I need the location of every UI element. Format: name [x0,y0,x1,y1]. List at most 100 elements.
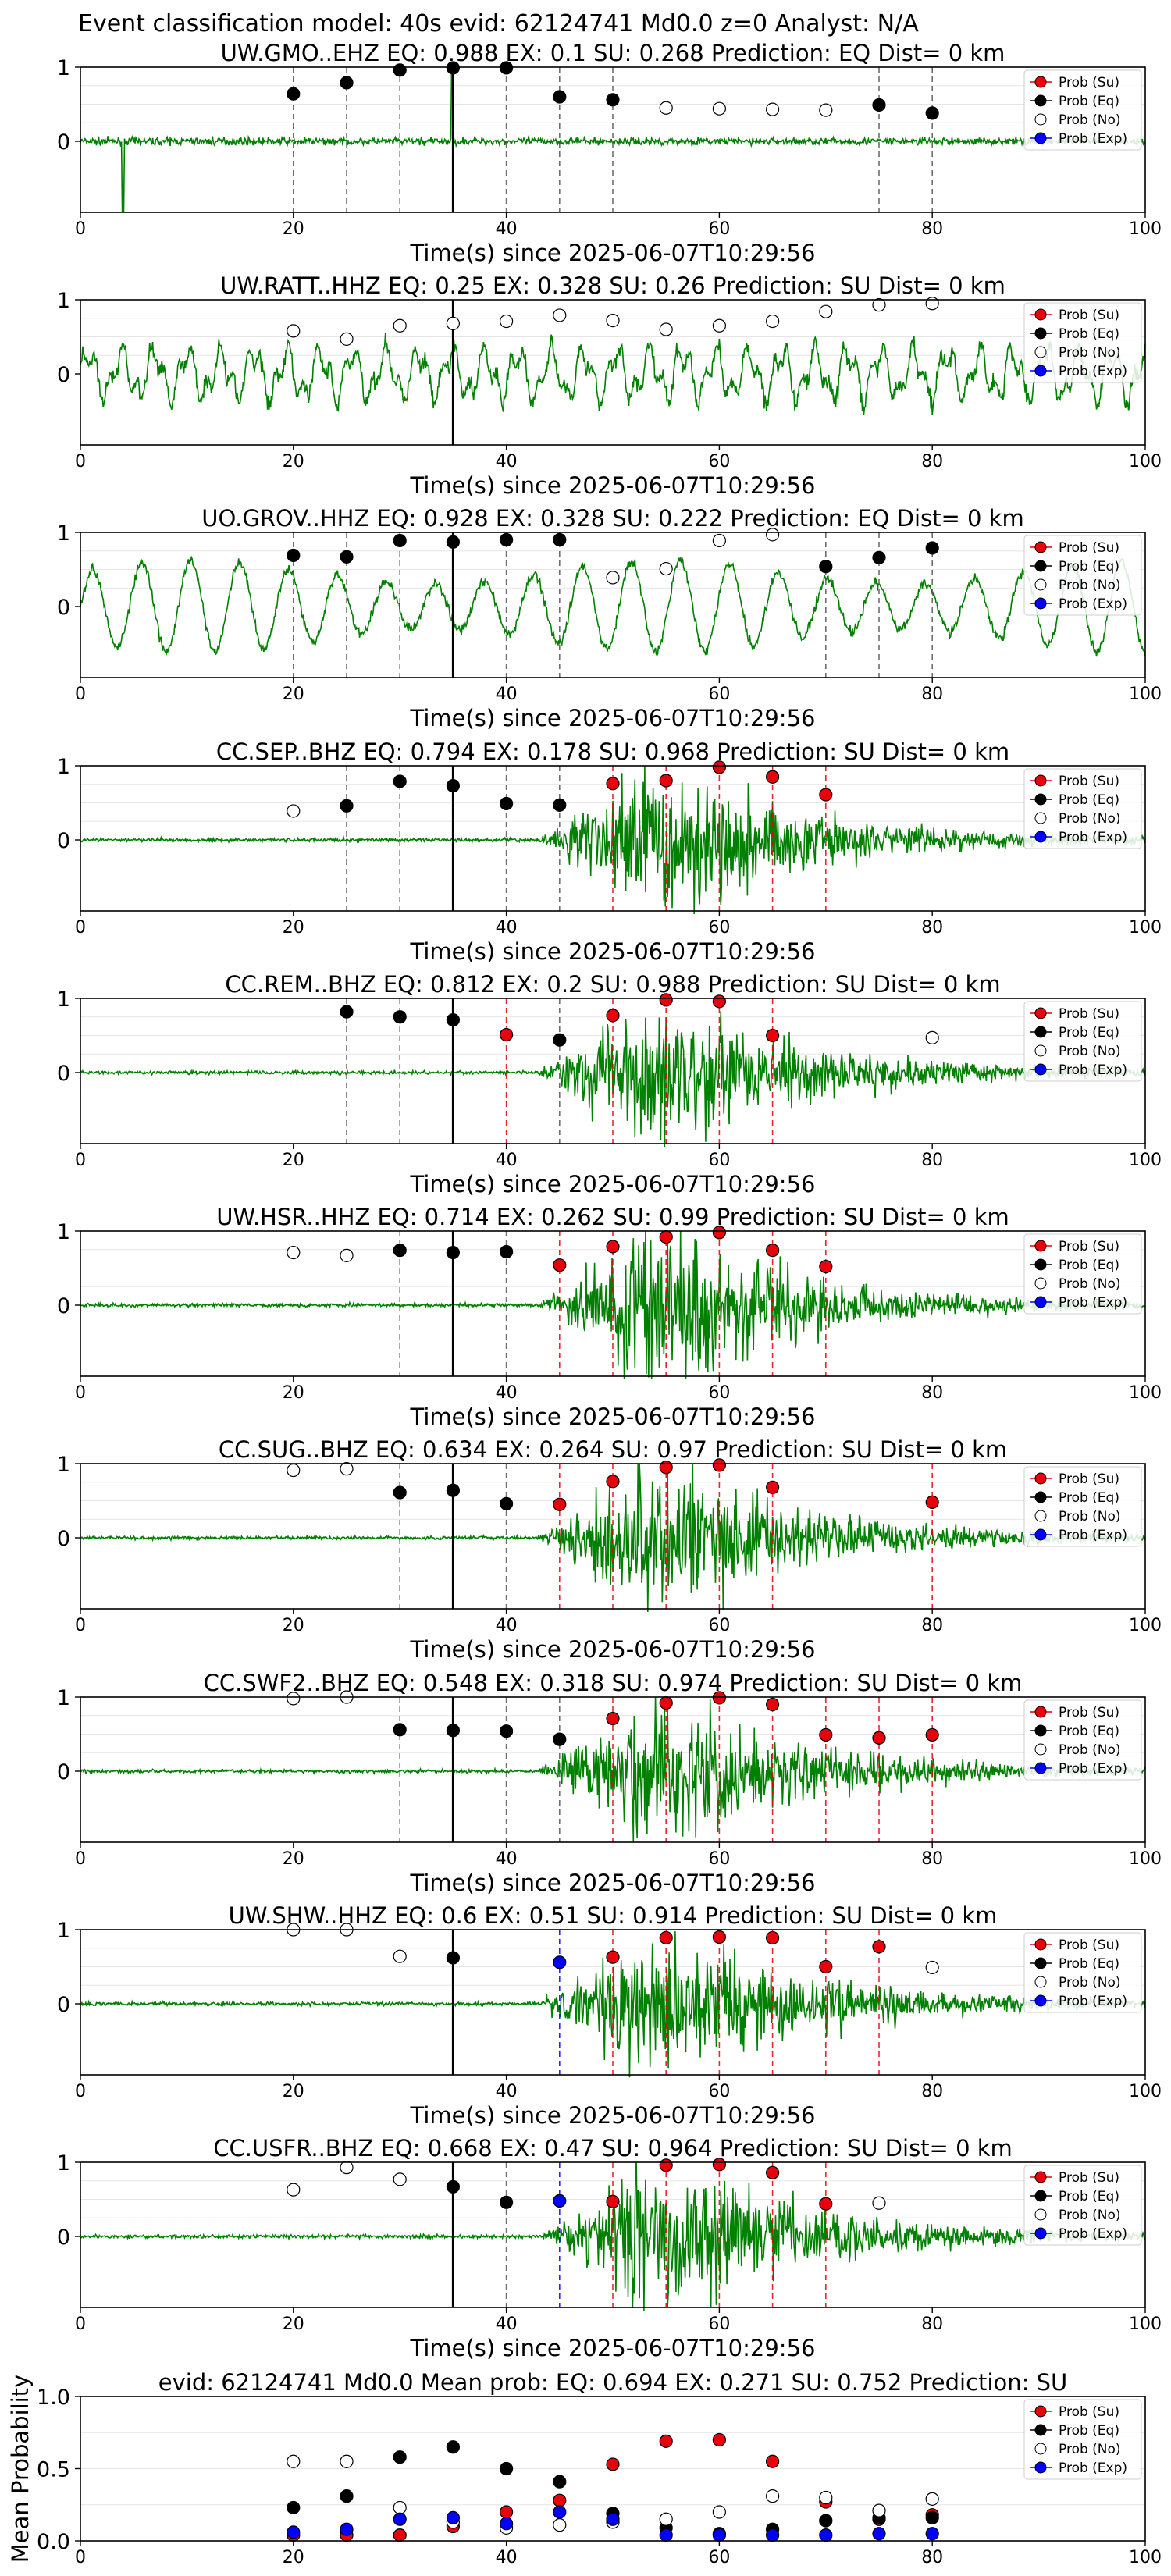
x-tick-label: 0 [75,1849,86,1869]
legend-box [1023,768,1142,849]
mean-point-exp [340,2522,354,2536]
legend-marker-no [1034,1510,1047,1522]
legend-box [1023,2165,1142,2246]
panel-title: UO.GROV..HHZ EQ: 0.928 EX: 0.328 SU: 0.2… [201,505,1023,532]
axes-frame [80,1463,1146,1610]
prob-point-su [659,2158,673,2172]
x-tick-label: 100 [1129,1151,1162,1170]
x-tick-label: 60 [708,1849,730,1869]
prob-point-su [765,1244,780,1258]
axes-frame [80,998,1146,1144]
mean-point-su [606,2457,620,2471]
prob-point-no [925,1960,939,1975]
mean-point-eq [446,2440,461,2454]
prob-point-eq [287,548,301,563]
x-axis-label: Time(s) since 2025-06-07T10:29:56 [410,2102,816,2129]
prob-point-su [659,1696,673,1710]
legend-label-eq: Prob (Eq) [1059,2189,1119,2204]
x-tick-label: 20 [283,1849,304,1869]
prob-point-eq [446,1724,461,1738]
panel-title: CC.SUG..BHZ EQ: 0.634 EX: 0.264 SU: 0.97… [219,1436,1007,1463]
panel-title: CC.SEP..BHZ EQ: 0.794 EX: 0.178 SU: 0.96… [216,738,1009,765]
legend-box [1023,1699,1142,1781]
legend-marker-eq [1034,2190,1047,2202]
prob-point-su [712,1226,727,1240]
x-axis-label: Time(s) since 2025-06-07T10:29:56 [410,1870,816,1896]
legend-marker-su [1034,1240,1047,1252]
prob-point-no [340,1248,354,1262]
legend-label-exp: Prob (Exp) [1059,1062,1127,1078]
x-tick-label: 20 [283,1383,304,1403]
prob-point-no [393,318,407,333]
prob-point-su [659,993,673,1007]
prob-point-no [765,102,780,116]
legend-label-su: Prob (Su) [1059,308,1119,323]
x-axis-label: Time(s) since 2025-06-07T10:29:56 [410,1404,816,1430]
prob-point-su [819,2197,833,2211]
legend-label-eq: Prob (Eq) [1059,1956,1119,1972]
prob-point-no [287,2183,301,2197]
prob-point-su [606,2194,620,2208]
legend-marker-eq [1034,94,1047,107]
prob-point-su [925,1495,939,1510]
mean-point-no [393,2500,407,2515]
y-tick-label: 0 [57,829,70,853]
legend-marker-su [1034,2405,1047,2418]
prob-point-su [712,994,727,1009]
prob-point-eq [925,106,939,120]
legend-marker-eq [1034,1724,1047,1737]
panel-9: CC.USFR..BHZ EQ: 0.668 EX: 0.47 SU: 0.96… [57,2135,1162,2361]
legend-marker-exp [1034,1762,1047,1774]
legend-label-su: Prob (Su) [1059,774,1119,789]
prob-point-eq [553,90,567,104]
panel-8: UW.SHW..HHZ EQ: 0.6 EX: 0.51 SU: 0.914 P… [57,1902,1162,2129]
mean-point-su [712,2432,727,2447]
x-tick-label: 40 [496,2548,518,2567]
prob-point-no [287,1692,301,1706]
legend-label-eq: Prob (Eq) [1059,792,1119,808]
mean-point-no [712,2505,727,2519]
legend-marker-eq [1034,560,1047,572]
x-tick-label: 100 [1129,685,1162,704]
x-tick-label: 40 [496,685,518,704]
prob-point-eq [499,796,514,811]
panel-title: UW.SHW..HHZ EQ: 0.6 EX: 0.51 SU: 0.914 P… [229,1902,998,1929]
x-tick-label: 0 [75,2314,86,2334]
prob-point-eq [340,76,354,90]
legend-marker-su [1034,1472,1047,1485]
y-tick-label: 1 [57,1220,70,1244]
prob-point-no [393,2172,407,2186]
prob-point-eq [393,1485,407,1500]
prob-point-no [287,1245,301,1260]
prob-point-su [659,1461,673,1475]
prob-point-no [819,103,833,117]
prob-point-su [765,1480,780,1495]
prob-point-no [765,314,780,329]
x-tick-label: 60 [708,2548,730,2567]
y-tick-label: 0 [57,1993,70,2017]
y-tick-label: 1 [57,755,70,779]
legend-marker-su [1034,1938,1047,1951]
legend-marker-no [1034,2443,1047,2455]
legend-marker-no [1034,578,1047,591]
legend-marker-eq [1034,2424,1047,2436]
prob-point-eq [446,1012,461,1027]
prob-point-su [606,1240,620,1254]
mean-point-exp [765,2528,780,2542]
legend-box [1023,1233,1142,1315]
x-tick-label: 0 [75,2082,86,2101]
legend-label-exp: Prob (Exp) [1059,131,1127,147]
legend-marker-no [1034,812,1047,824]
y-tick-label: 0 [57,1527,70,1551]
axes-frame [80,765,1146,912]
legend-marker-no [1034,346,1047,358]
y-tick-label: 1 [57,1686,70,1710]
legend-marker-su [1034,541,1047,553]
legend-label-no: Prob (No) [1059,1044,1121,1059]
panel-title: CC.SWF2..BHZ EQ: 0.548 EX: 0.318 SU: 0.9… [204,1670,1023,1696]
legend-marker-no [1034,1743,1047,1756]
prob-point-su [606,777,620,791]
x-tick-label: 100 [1129,1616,1162,1635]
x-tick-label: 60 [708,219,730,239]
x-tick-label: 40 [496,1151,518,1170]
